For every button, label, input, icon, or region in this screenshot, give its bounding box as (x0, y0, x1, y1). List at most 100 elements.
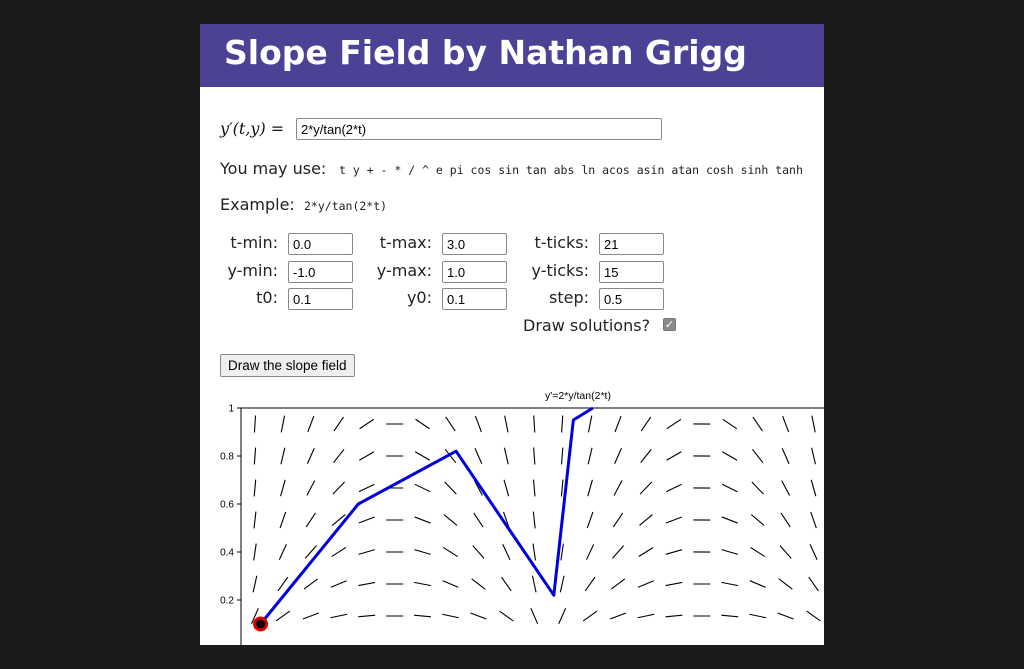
slope-field-plot: y'=2*y/tan(2*t) 0.2 0.4 0.6 0.8 1 (220, 390, 824, 645)
slope-segment (330, 580, 347, 588)
slope-segment (306, 448, 315, 464)
slope-segment (473, 512, 484, 528)
slope-segment (279, 511, 287, 529)
slope-segment (721, 516, 738, 524)
tmax-input[interactable] (442, 233, 507, 255)
step-input[interactable] (599, 288, 664, 310)
tmin-input[interactable] (288, 233, 353, 255)
slope-segment (504, 415, 509, 433)
slope-segment (280, 447, 286, 465)
slope-segment (666, 451, 682, 461)
y0-input[interactable] (442, 288, 507, 310)
draw-slope-field-button[interactable]: Draw the slope field (220, 354, 355, 377)
slope-segment (721, 483, 738, 493)
slope-segment (721, 581, 739, 587)
y-tick-label: 0.2 (220, 596, 234, 607)
slope-segment (722, 451, 738, 461)
t0-input[interactable] (288, 288, 353, 310)
initial-point-marker (253, 616, 269, 632)
allowed-label: You may use: (220, 159, 327, 178)
slope-segment (474, 415, 482, 433)
ymax-input[interactable] (442, 261, 507, 283)
slope-segment (252, 575, 258, 593)
tticks-label: t-ticks: (534, 233, 589, 252)
slope-segment (444, 481, 457, 495)
draw-solutions-label: Draw solutions? (523, 316, 651, 335)
slope-segment (778, 578, 793, 590)
ymin-label: y-min: (227, 261, 278, 280)
slope-segment (639, 514, 653, 526)
slope-segment (584, 576, 596, 592)
slope-segment (810, 511, 817, 529)
slope-segment (359, 451, 375, 461)
slope-segment (253, 511, 257, 529)
equation-label: y′(t,y) = (220, 119, 285, 138)
slope-segment (359, 418, 375, 430)
slope-segment (253, 479, 257, 497)
slope-segment (333, 448, 345, 464)
slope-segment (639, 481, 653, 495)
slope-segment (503, 479, 510, 497)
slope-segment (722, 418, 738, 430)
slope-segment (442, 580, 459, 588)
slope-segment (637, 613, 655, 619)
y-tick-label: 0.4 (220, 548, 234, 559)
page-title: Slope Field by Nathan Grigg (224, 33, 747, 72)
tmax-label: t-max: (379, 233, 432, 252)
solution-curve (253, 406, 594, 632)
slope-segment (414, 483, 431, 493)
y-tick-label: 0.8 (220, 452, 234, 463)
slope-segment (809, 544, 818, 560)
slope-segment (470, 612, 487, 620)
slope-segment (777, 612, 794, 620)
slope-segment (751, 448, 764, 464)
slope-segment (806, 610, 821, 622)
slope-segment (749, 580, 766, 588)
slope-segment (503, 447, 509, 465)
slope-segment (474, 447, 483, 465)
slope-segment (275, 610, 291, 622)
slope-segment (559, 575, 565, 593)
slope-segment (253, 415, 257, 433)
slope-segment (533, 447, 536, 465)
slope-segment (614, 415, 622, 433)
slope-segment (502, 544, 511, 560)
slope-segment (280, 415, 286, 433)
slope-segment (749, 613, 767, 619)
slope-segment (531, 575, 537, 593)
slope-segment (808, 576, 819, 592)
slope-segment (306, 480, 316, 496)
slope-segment (278, 544, 287, 560)
slope-segment (253, 447, 257, 465)
ymin-input[interactable] (288, 261, 353, 283)
slope-segment (665, 614, 683, 618)
equation-input[interactable] (296, 118, 662, 140)
slope-segment (330, 613, 348, 619)
slope-segment (358, 581, 376, 587)
slope-segment (782, 415, 790, 433)
solution-line (259, 406, 594, 625)
slope-segment (640, 416, 652, 432)
step-label: step: (549, 288, 589, 307)
slope-segment (587, 415, 593, 433)
chart-title: y'=2*y/tan(2*t) (545, 390, 611, 402)
slope-segment (561, 447, 564, 465)
slope-segment (473, 480, 483, 496)
slope-segment (304, 545, 317, 559)
slope-segment (721, 549, 739, 555)
slope-segment (561, 415, 564, 433)
yticks-input[interactable] (599, 261, 664, 283)
slope-segment (609, 612, 627, 620)
example-value: 2*y/tan(2*t) (304, 199, 388, 213)
slope-segment (532, 479, 536, 497)
tticks-input[interactable] (599, 233, 664, 255)
slope-segment (414, 451, 431, 461)
slope-segment (251, 607, 259, 625)
example-label: Example: (220, 195, 295, 214)
slope-segment (781, 480, 791, 496)
slope-segment (752, 416, 763, 432)
slope-segment (613, 480, 623, 496)
draw-solutions-checkbox[interactable]: ✓ (663, 318, 676, 331)
slope-segment (445, 416, 456, 432)
slope-segment (444, 448, 457, 464)
